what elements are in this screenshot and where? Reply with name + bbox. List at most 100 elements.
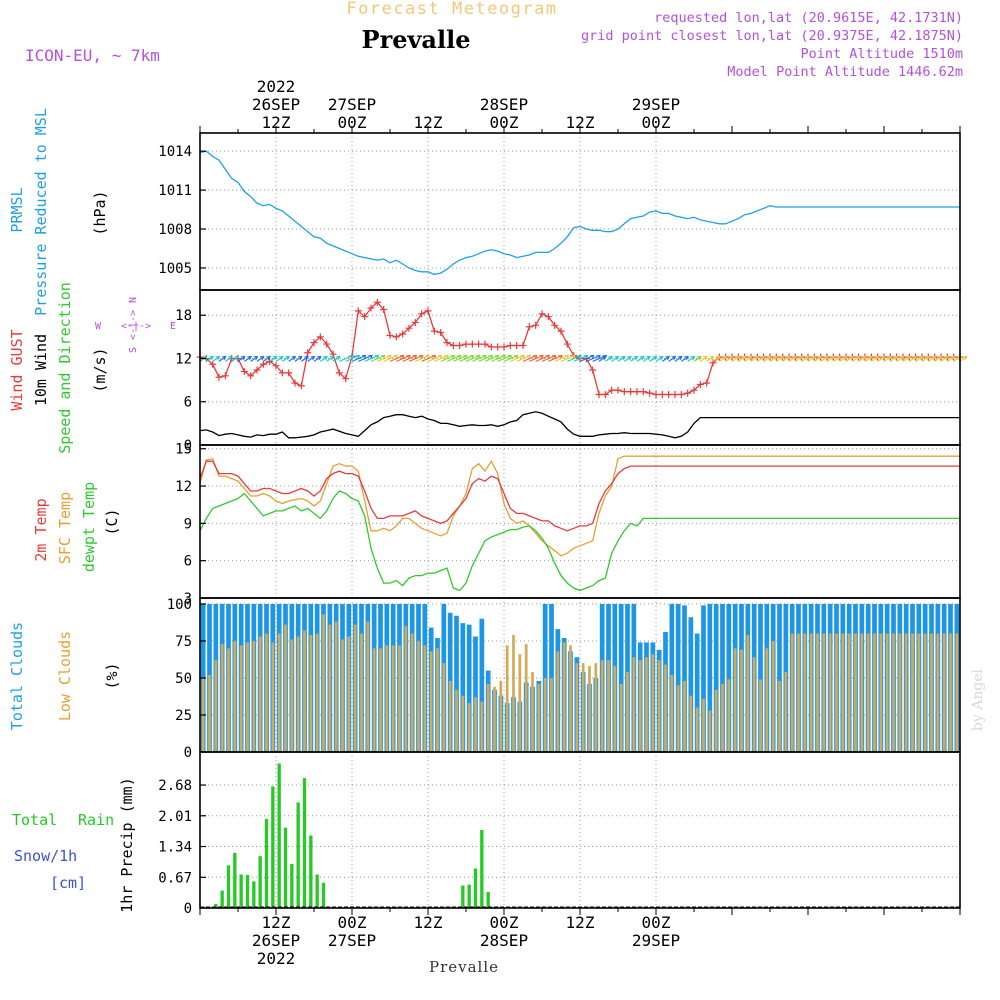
wind-arrow <box>763 355 771 362</box>
panel-frame <box>199 289 961 446</box>
wind-arrow <box>503 354 519 362</box>
wind-arrowhead <box>703 355 708 361</box>
low-cloud-bar <box>448 680 452 752</box>
wind-arrow <box>782 355 790 362</box>
wind-arrowhead <box>652 355 658 361</box>
wind-arrow <box>807 355 816 362</box>
wind-arrow <box>668 355 676 362</box>
top-time-label: 27SEP <box>328 95 376 114</box>
low-cloud-bar <box>632 657 636 752</box>
wind-arrowhead <box>247 355 252 361</box>
low-cloud-bar <box>930 633 933 752</box>
y-tick-label: 12 <box>175 479 192 495</box>
wind-arrowhead <box>215 355 221 361</box>
low-cloud-bar <box>379 648 382 752</box>
wind-arrow <box>377 354 392 362</box>
precip-bar <box>321 882 326 908</box>
gust-marker <box>456 342 464 350</box>
wind-arrow <box>852 355 860 362</box>
low-cloud-bar <box>841 633 845 752</box>
low-cloud-bar <box>556 651 560 752</box>
temp-2m-line <box>199 460 960 532</box>
low-cloud-bar <box>733 648 737 752</box>
wind-arrow <box>383 354 398 362</box>
low-cloud-bar <box>626 672 629 752</box>
wind-arrow <box>440 354 455 362</box>
wind-arrowhead <box>316 355 322 361</box>
wind-arrowhead <box>937 355 943 361</box>
wind-arrow <box>655 355 664 362</box>
y-tick-label: 1.34 <box>158 840 192 856</box>
low-cloud-bar <box>417 640 420 752</box>
low-cloud-bar <box>258 636 262 752</box>
wind-arrow <box>427 354 443 362</box>
wind-speed-line <box>199 411 960 439</box>
low-cloud-bar <box>702 698 705 752</box>
total-cloud-bar <box>707 603 713 752</box>
wind-arrow <box>237 355 246 362</box>
low-cloud-bar <box>873 633 876 752</box>
low-cloud-bar <box>676 685 680 752</box>
gust-marker <box>544 313 552 321</box>
temp-2m-label: 2m Temp <box>32 498 50 561</box>
total-cloud-bar <box>466 624 472 752</box>
gust-marker <box>373 298 381 306</box>
gust-marker <box>247 372 255 380</box>
low-cloud-bar <box>689 695 693 752</box>
gust-marker <box>291 379 299 387</box>
gust-marker <box>589 366 597 374</box>
wind-arrow <box>959 355 968 362</box>
low-cloud-bar <box>347 636 351 752</box>
wind-arrow <box>478 354 493 362</box>
wind-arrow <box>225 355 233 362</box>
wind-arrowhead <box>291 355 297 361</box>
point-altitude: Point Altitude 1510m <box>800 46 963 62</box>
precip-bar <box>486 891 490 908</box>
wind-arrow <box>472 354 487 362</box>
wind-arrowhead <box>823 355 829 361</box>
low-cloud-bar <box>353 624 357 752</box>
wind-arrowhead <box>228 355 233 361</box>
wind-arrow <box>896 355 904 362</box>
wind-arrowhead <box>772 355 778 361</box>
bottom-time-label: 12Z <box>566 913 595 932</box>
wind-arrow <box>744 355 752 362</box>
low-cloud-bar <box>423 645 427 752</box>
gust-marker <box>335 369 343 377</box>
total-cloud-bar <box>682 605 687 752</box>
low-cloud-bar <box>911 633 914 752</box>
wind-arrowhead <box>722 355 727 361</box>
compass-west: W <box>95 321 102 332</box>
wind-arrow <box>358 354 373 362</box>
wind-arrowhead <box>760 355 765 361</box>
clouds-unit: (%) <box>103 662 121 689</box>
precip-bar <box>233 852 237 908</box>
low-cloud-bar <box>252 640 256 752</box>
frame-layer <box>199 132 961 909</box>
wind-arrow <box>630 355 638 362</box>
dewpt-temp-line <box>199 490 960 592</box>
wind-arrow <box>529 354 544 362</box>
wind-arrow <box>313 355 322 362</box>
low-cloud-bar <box>220 643 224 752</box>
data-layer <box>196 150 968 908</box>
gust-marker <box>677 391 685 399</box>
low-cloud-bar <box>322 614 325 752</box>
y-tick-label: 18 <box>175 308 192 324</box>
gust-marker <box>297 382 305 390</box>
gust-marker <box>487 343 495 351</box>
low-cloud-bar <box>239 645 243 752</box>
gust-marker <box>703 379 711 387</box>
wind-arrow <box>206 355 214 362</box>
low-cloud-bar <box>372 648 376 752</box>
wind-arrow <box>934 355 942 362</box>
wind-arrow <box>845 355 854 362</box>
gust-marker <box>392 333 400 341</box>
wind-arrowhead <box>240 355 246 361</box>
wind-arrow <box>788 355 797 362</box>
wind-arrowhead <box>734 355 740 361</box>
wind-arrow <box>662 355 670 362</box>
wind-arrowhead <box>779 355 784 361</box>
wind-arrowhead <box>848 355 854 361</box>
y-tick-label: 25 <box>175 708 192 724</box>
